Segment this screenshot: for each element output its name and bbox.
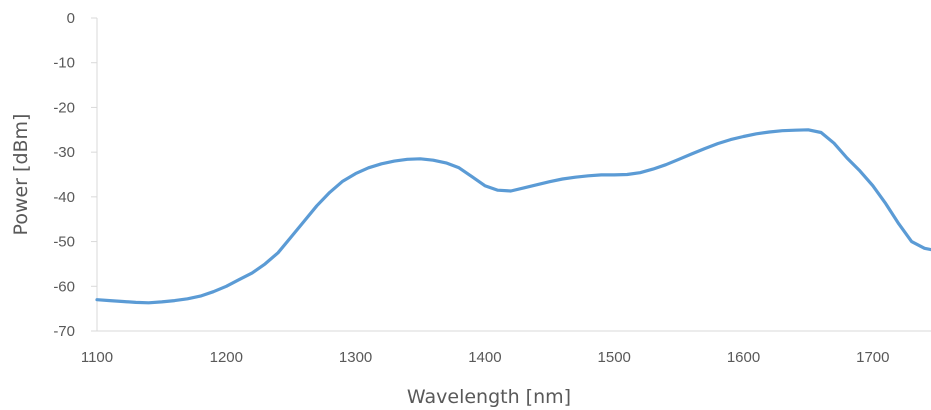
x-axis-ticks: 1100 1200 1300 1400 1500 1600 1700 — [81, 349, 890, 366]
y-axis-ticks: 0 -10 -20 -30 -40 -50 -60 -70 — [53, 10, 97, 340]
x-tick-label: 1700 — [856, 349, 889, 366]
x-tick-label: 1100 — [81, 349, 113, 366]
x-axis-title: Wavelength [nm] — [407, 386, 571, 408]
y-tick-label: -70 — [53, 323, 75, 340]
x-tick-label: 1300 — [339, 349, 372, 366]
y-tick-label: -10 — [53, 55, 75, 72]
y-axis-title: Power [dBm] — [10, 114, 32, 236]
x-tick-label: 1600 — [727, 349, 760, 366]
y-tick-label: -20 — [53, 99, 75, 116]
y-tick-label: -60 — [53, 278, 75, 295]
x-tick-label: 1400 — [468, 349, 501, 366]
y-tick-label: -30 — [53, 144, 75, 161]
y-tick-label: -50 — [53, 234, 75, 251]
y-tick-label: 0 — [67, 10, 75, 27]
x-tick-label: 1500 — [598, 349, 631, 366]
series-line — [95, 128, 931, 305]
x-tick-label: 1200 — [210, 349, 243, 366]
y-tick-label: -40 — [53, 189, 75, 206]
